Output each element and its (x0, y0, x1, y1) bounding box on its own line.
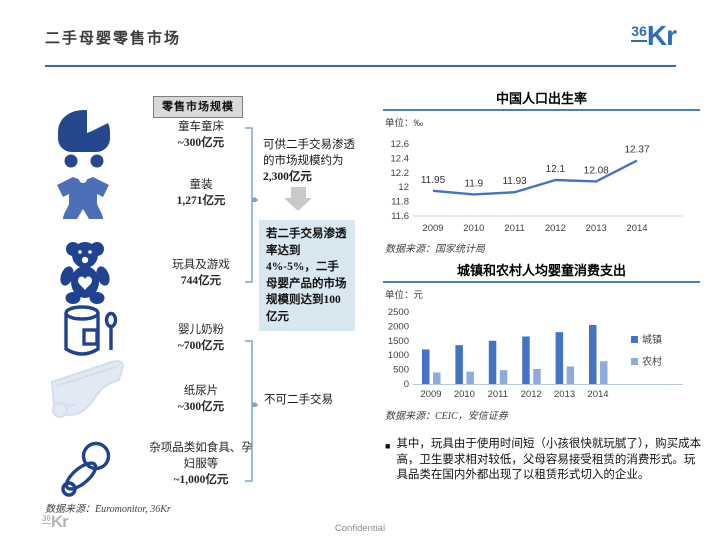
penetration-bold-value: 2,300亿元 (263, 171, 312, 183)
item-value: ~700亿元 (177, 340, 225, 352)
pacifier-icon (61, 441, 111, 497)
chart-source: 数据来源：CEIC，安信证券 (385, 411, 508, 422)
chart-title-divider (383, 281, 700, 283)
tradable-bracket (245, 127, 258, 283)
page-title: 二手母婴零售市场 (45, 31, 182, 47)
item-name: 玩具及游戏 (172, 259, 230, 271)
list-item: 玩具及游戏 744亿元 (148, 257, 254, 289)
svg-text:12.37: 12.37 (624, 145, 649, 156)
chart-unit-label: 单位：‰ (385, 118, 424, 129)
item-name: 童车童床 (178, 121, 224, 133)
penetration-text: 可供二手交易渗透的市场规模约为 (263, 139, 355, 167)
svg-text:2014: 2014 (587, 389, 608, 400)
svg-text:2011: 2011 (504, 223, 524, 234)
svg-text:2011: 2011 (488, 389, 508, 400)
svg-text:11.93: 11.93 (502, 176, 527, 187)
footer-logo-36-text: 36 (42, 514, 51, 524)
svg-text:0: 0 (404, 379, 409, 390)
svg-text:12.2: 12.2 (391, 168, 410, 179)
svg-text:2013: 2013 (554, 389, 575, 400)
list-item: 纸尿片 ~300亿元 (148, 383, 254, 415)
svg-text:2000: 2000 (388, 321, 409, 332)
teddy-bear-icon (60, 242, 110, 304)
svg-text:2012: 2012 (521, 389, 542, 400)
item-value: 744亿元 (180, 275, 222, 287)
list-item: 杂项品类如食具、孕妇服等 ~1,000亿元 (148, 440, 254, 488)
left-source: 数据来源：Euromonitor, 36Kr (45, 504, 171, 515)
chart-title: 中国人口出生率 (495, 91, 587, 106)
item-name: 杂项品类如食具、孕妇服等 (149, 442, 253, 470)
svg-text:1500: 1500 (388, 336, 409, 347)
footer-logo-36kr: 36Kr (42, 512, 69, 531)
down-arrow-head-icon (284, 198, 312, 211)
title-divider (45, 65, 676, 67)
svg-text:12: 12 (398, 182, 409, 193)
svg-text:2009: 2009 (422, 223, 443, 234)
item-value: ~300亿元 (177, 137, 225, 149)
footer-logo-kr-text: Kr (50, 512, 69, 531)
market-size-header: 零售市场规模 (153, 96, 243, 118)
svg-text:2010: 2010 (463, 223, 484, 234)
item-name: 纸尿片 (183, 385, 219, 397)
toys-note-text: 其中，玩具由于使用时间短（小孩很快就玩腻了），购买成本高，卫生要求相对较低，父母… (396, 438, 702, 481)
down-arrow-icon (291, 187, 306, 198)
non-tradable-label: 不可二手交易 (264, 394, 333, 406)
item-name: 童装 (189, 179, 213, 191)
penetration-note: 可供二手交易渗透的市场规模约为 2,300亿元 (263, 137, 361, 185)
svg-text:2014: 2014 (626, 223, 647, 234)
chart-title-divider (383, 109, 700, 111)
logo-kr-text: Kr (646, 20, 677, 51)
birth-rate-line-plot: 12.6 12.4 12.2 12 11.8 11.6 11.95 11.9 11.93 12.1… (391, 139, 683, 234)
svg-text:11.8: 11.8 (391, 197, 409, 208)
svg-text:2500: 2500 (388, 307, 409, 318)
svg-text:12.6: 12.6 (391, 139, 410, 150)
chart-title: 城镇和农村人均婴童消费支出 (456, 263, 626, 278)
confidential-label: Confidential (334, 523, 386, 534)
chart-source: 数据来源：国家统计局 (385, 244, 485, 255)
svg-text:2012: 2012 (545, 223, 566, 234)
svg-text:12.4: 12.4 (391, 153, 410, 164)
item-name: 婴儿奶粉 (178, 324, 224, 336)
svg-text:城镇: 城镇 (642, 333, 662, 346)
milk-can-icon (64, 305, 118, 356)
list-item: 婴儿奶粉 ~700亿元 (148, 322, 254, 354)
bullet-marker-icon: ■ (385, 441, 391, 451)
baby-clothes-icon (57, 175, 109, 219)
pram-icon (58, 106, 112, 168)
svg-text:1000: 1000 (388, 350, 409, 361)
chart-unit-label: 单位：元 (385, 290, 424, 301)
list-item: 童车童床 ~300亿元 (148, 119, 254, 151)
logo-36kr: 36Kr (631, 20, 677, 51)
item-value: ~300亿元 (177, 401, 225, 413)
svg-text:11.95: 11.95 (421, 175, 446, 186)
non-tradable-bracket (245, 340, 258, 482)
birth-rate-chart: 中国人口出生率 单位：‰ 12.6 12.4 12.2 12 11.8 11.6 11.95… (383, 88, 700, 258)
item-value: ~1,000亿元 (173, 474, 229, 486)
svg-text:11.6: 11.6 (391, 211, 409, 222)
svg-text:2009: 2009 (420, 389, 441, 400)
list-item: 童装 1,271亿元 (148, 177, 254, 209)
svg-text:500: 500 (393, 365, 409, 376)
consumption-bar-plot: 2500 2000 1500 1000 500 0 2009 2010 2011 2012 2013… (388, 307, 683, 400)
consumption-chart: 城镇和农村人均婴童消费支出 单位：元 2500 2000 1500 1000 500 0 2… (383, 260, 700, 425)
svg-text:2010: 2010 (454, 389, 475, 400)
diaper-icon (50, 360, 125, 418)
svg-text:农村: 农村 (642, 355, 662, 368)
toys-note: ■ 其中，玩具由于使用时间短（小孩很快就玩腻了），购买成本高，卫生要求相对较低，… (385, 437, 703, 484)
svg-text:12.08: 12.08 (584, 165, 609, 176)
item-value: 1,271亿元 (176, 195, 226, 207)
svg-text:12.1: 12.1 (546, 164, 566, 175)
svg-text:2013: 2013 (586, 223, 607, 234)
svg-text:11.9: 11.9 (464, 178, 483, 189)
logo-36-text: 36 (631, 23, 647, 42)
highlight-box: 若二手交易渗透率达到4%-5%，二手母婴产品的市场规模则达到100亿元 (259, 220, 355, 331)
